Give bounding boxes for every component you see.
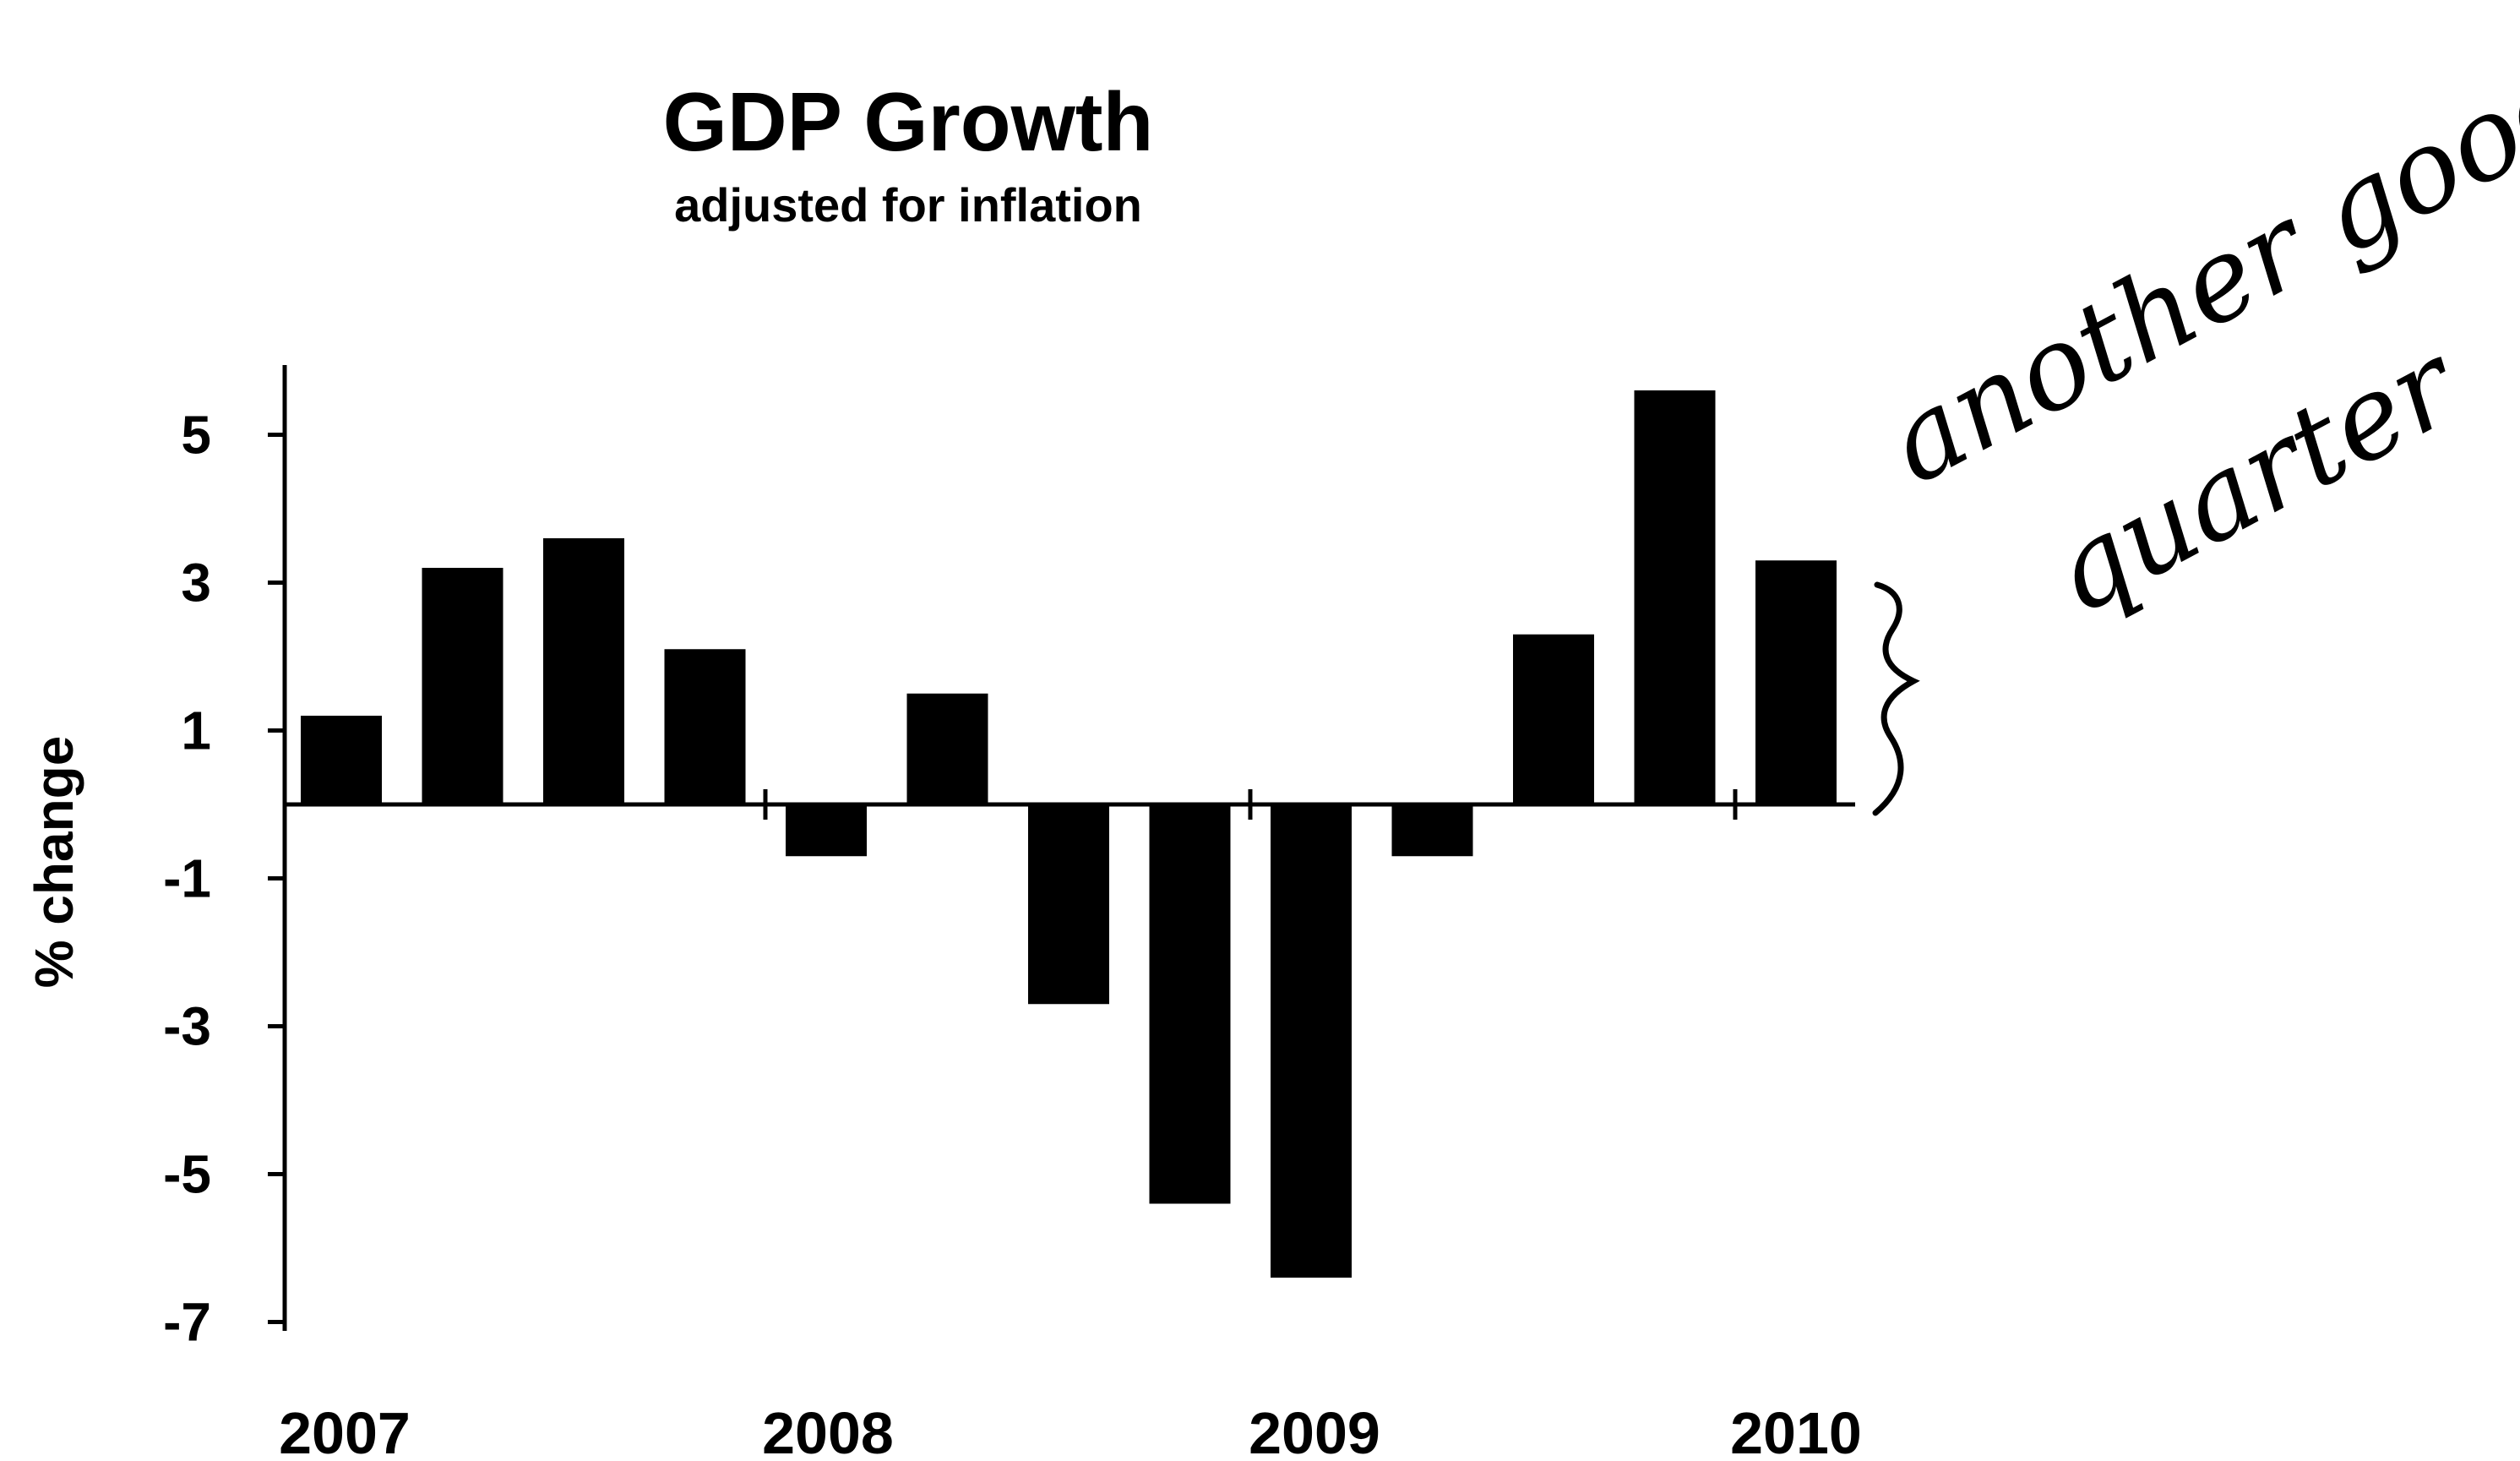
y-axis-label: % change — [24, 736, 84, 989]
year-label: 2008 — [762, 1400, 894, 1461]
y-tick-label: -3 — [163, 996, 211, 1057]
y-tick-label: -1 — [163, 848, 211, 909]
y-tick-label: 5 — [181, 405, 211, 466]
bar — [1634, 390, 1716, 804]
chart-subtitle: adjusted for inflation — [674, 178, 1142, 232]
year-label: 2010 — [1730, 1400, 1862, 1461]
chart-title: GDP Growth — [663, 75, 1154, 168]
annotation: another good quarter — [1866, 30, 2520, 816]
bar — [1755, 560, 1837, 804]
bar — [1028, 804, 1109, 1005]
bar — [422, 568, 503, 804]
x-year-ticks: 2007 2008 2009 2010 — [279, 789, 1862, 1461]
bar — [1149, 804, 1231, 1204]
bars — [301, 390, 1837, 1278]
bar — [1391, 804, 1473, 857]
bar — [786, 804, 867, 857]
y-tick-label: 1 — [181, 701, 211, 761]
y-tick-label: -7 — [163, 1292, 211, 1353]
bar — [543, 538, 624, 804]
bar — [1513, 634, 1594, 804]
brace-mark — [1872, 581, 1920, 816]
bar — [301, 716, 382, 804]
bar — [664, 649, 746, 804]
bar — [1271, 804, 1352, 1278]
y-tick-label: 3 — [181, 553, 211, 613]
year-label: 2009 — [1249, 1400, 1380, 1461]
y-ticks: 5 3 1 -1 -3 -5 -7 — [163, 405, 285, 1353]
year-label: 2007 — [279, 1400, 411, 1461]
y-tick-label: -5 — [163, 1144, 211, 1205]
bar — [906, 693, 988, 804]
